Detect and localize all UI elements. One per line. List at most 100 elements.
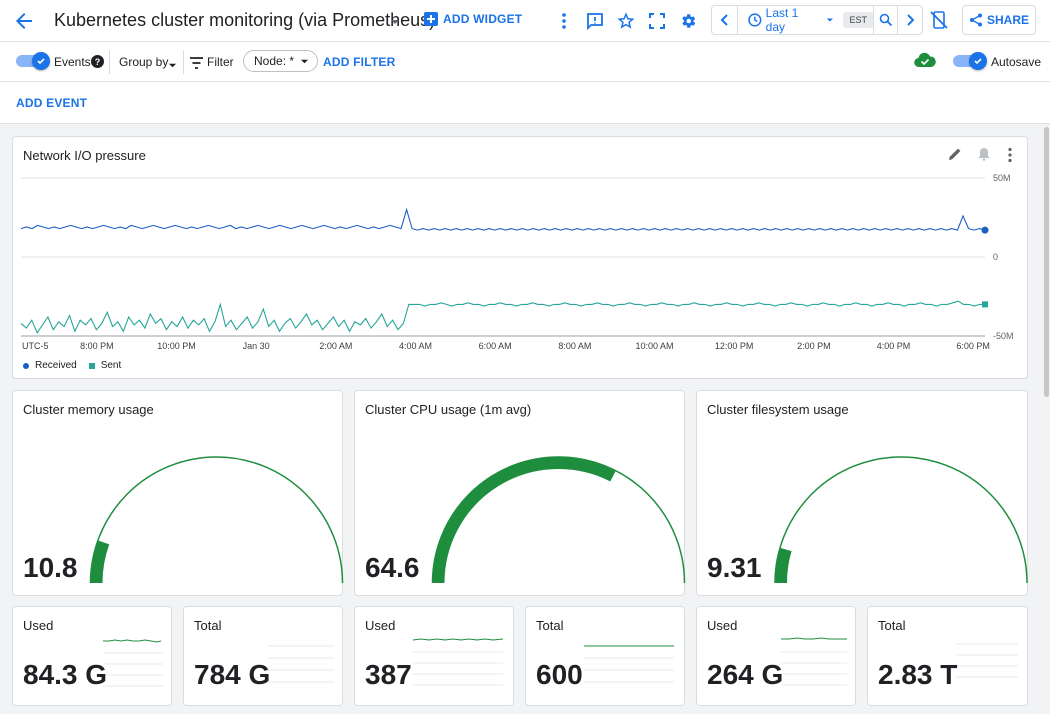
sparkline [103, 639, 163, 687]
sparkline [268, 645, 334, 683]
edit-pencil-icon[interactable] [948, 147, 962, 166]
node-filter-chip[interactable]: Node: * [243, 50, 319, 72]
events-bar: ADD EVENT [0, 82, 1050, 124]
fullscreen-icon[interactable] [646, 10, 668, 32]
legend-sent: Sent [100, 360, 122, 371]
x-tick-label: 6:00 PM [956, 341, 990, 351]
x-tick-label: 4:00 PM [877, 341, 911, 351]
feedback-icon[interactable] [584, 10, 606, 32]
prev-range-button[interactable] [712, 6, 738, 34]
node-filter-label: Node: * [254, 54, 295, 68]
fs-total-card: Total 2.83 T [867, 606, 1028, 706]
more-vert-icon[interactable] [553, 10, 575, 32]
x-tick-label: 8:00 AM [558, 341, 591, 351]
dashboard-title: Kubernetes cluster monitoring (via Prome… [54, 10, 436, 30]
chart-legend: Received Sent [23, 360, 121, 371]
chart-more-icon[interactable] [1003, 147, 1017, 168]
caret-down-icon [826, 18, 833, 22]
stat-label: Total [194, 618, 222, 633]
settings-gear-icon[interactable] [677, 10, 699, 32]
network-chart-card: Network I/O pressure 50M 0 -50M UTC-5 8:00 … [12, 136, 1028, 379]
filesystem-gauge [774, 456, 1028, 584]
autosave-toggle[interactable] [953, 52, 987, 70]
x-tick-label: 10:00 PM [157, 341, 196, 351]
filesystem-gauge-card: Cluster filesystem usage 9.31 [696, 390, 1028, 596]
gauge-fill [90, 540, 110, 584]
gauge-value: 64.6 [365, 552, 420, 583]
sent-end-marker [982, 301, 988, 308]
stat-value: 84.3 G [23, 659, 108, 690]
alert-bell-icon[interactable] [977, 147, 991, 166]
scrollbar-thumb[interactable] [1044, 127, 1049, 397]
filter-toolbar: Events ? Group by Filter Node: * ADD FIL… [0, 42, 1050, 82]
svg-text:?: ? [95, 57, 101, 67]
memory-used-card: Used 84.3 G [12, 606, 172, 706]
sparkline [781, 637, 847, 686]
top-bar: Kubernetes cluster monitoring (via Prome… [0, 0, 1050, 42]
stat-label: Total [536, 618, 564, 633]
add-filter-button[interactable]: ADD FILTER [323, 55, 396, 69]
x-tick-label: Jan 30 [243, 341, 270, 351]
cpu-total-card: Total 600 [525, 606, 685, 706]
filter-icon [190, 56, 203, 74]
sent-legend-swatch [88, 362, 95, 369]
add-event-button[interactable]: ADD EVENT [16, 96, 88, 110]
clock-icon [748, 13, 762, 27]
autosave-label: Autosave [991, 55, 1042, 69]
x-tick-label: 12:00 PM [715, 341, 754, 351]
x-tick-label: 10:00 AM [635, 341, 673, 351]
time-range-selector: Last 1 day EST [711, 5, 923, 35]
node-filter-caret-icon [300, 59, 309, 63]
share-label: SHARE [986, 13, 1029, 27]
chevron-right-icon [907, 14, 915, 26]
share-button[interactable]: SHARE [962, 5, 1036, 35]
sparkline [956, 643, 1018, 678]
gauge-track [89, 456, 344, 584]
stat-value: 387 [365, 659, 412, 690]
x-tick-label: 8:00 PM [80, 341, 114, 351]
gauge-title: Cluster filesystem usage [707, 402, 849, 417]
filter-button[interactable]: Filter [207, 55, 234, 69]
gauge-value: 9.31 [707, 552, 762, 583]
sparkline [584, 645, 674, 683]
sparkline [412, 638, 504, 686]
page-scrollbar[interactable] [1043, 125, 1050, 714]
gauge-fill [432, 457, 616, 584]
stat-label: Used [365, 618, 396, 633]
gauge-track [431, 456, 686, 584]
y-tick-label: 0 [993, 252, 998, 262]
events-toggle[interactable] [16, 52, 50, 70]
zoom-icon [879, 13, 892, 27]
add-box-icon [424, 12, 438, 26]
share-icon [969, 13, 982, 27]
gauge-title: Cluster memory usage [23, 402, 154, 417]
x-tick-label: 6:00 AM [479, 341, 512, 351]
time-range-dropdown[interactable]: Last 1 day EST [738, 6, 874, 34]
title-dropdown-icon[interactable] [390, 14, 400, 32]
received-end-marker [981, 226, 989, 234]
gauge-title: Cluster CPU usage (1m avg) [365, 402, 532, 417]
cpu-gauge [431, 456, 686, 584]
cpu-gauge-card: Cluster CPU usage (1m avg) 64.6 [354, 390, 686, 596]
zoom-button[interactable] [874, 6, 898, 34]
timezone-chip[interactable]: EST [843, 12, 873, 28]
add-widget-button[interactable]: ADD WIDGET [424, 12, 522, 26]
sync-off-icon[interactable] [928, 9, 950, 36]
x-tick-label: 2:00 AM [319, 341, 352, 351]
next-range-button[interactable] [898, 6, 922, 34]
x-tick-label: 2:00 PM [797, 341, 831, 351]
gauge-fill [775, 547, 792, 584]
star-icon[interactable] [615, 10, 637, 32]
cloud-saved-icon [914, 52, 936, 73]
fs-used-card: Used 264 G [696, 606, 856, 706]
back-arrow-icon[interactable] [12, 9, 36, 33]
chevron-left-icon [720, 14, 728, 26]
events-label: Events [54, 55, 91, 69]
add-widget-label: ADD WIDGET [443, 12, 523, 26]
group-by-dropdown[interactable]: Group by [119, 55, 169, 69]
help-icon[interactable]: ? [91, 55, 104, 73]
received-legend-swatch [23, 362, 29, 369]
received-series-line [20, 207, 986, 231]
x-tick-label: 4:00 AM [399, 341, 432, 351]
stat-value: 600 [536, 659, 583, 690]
